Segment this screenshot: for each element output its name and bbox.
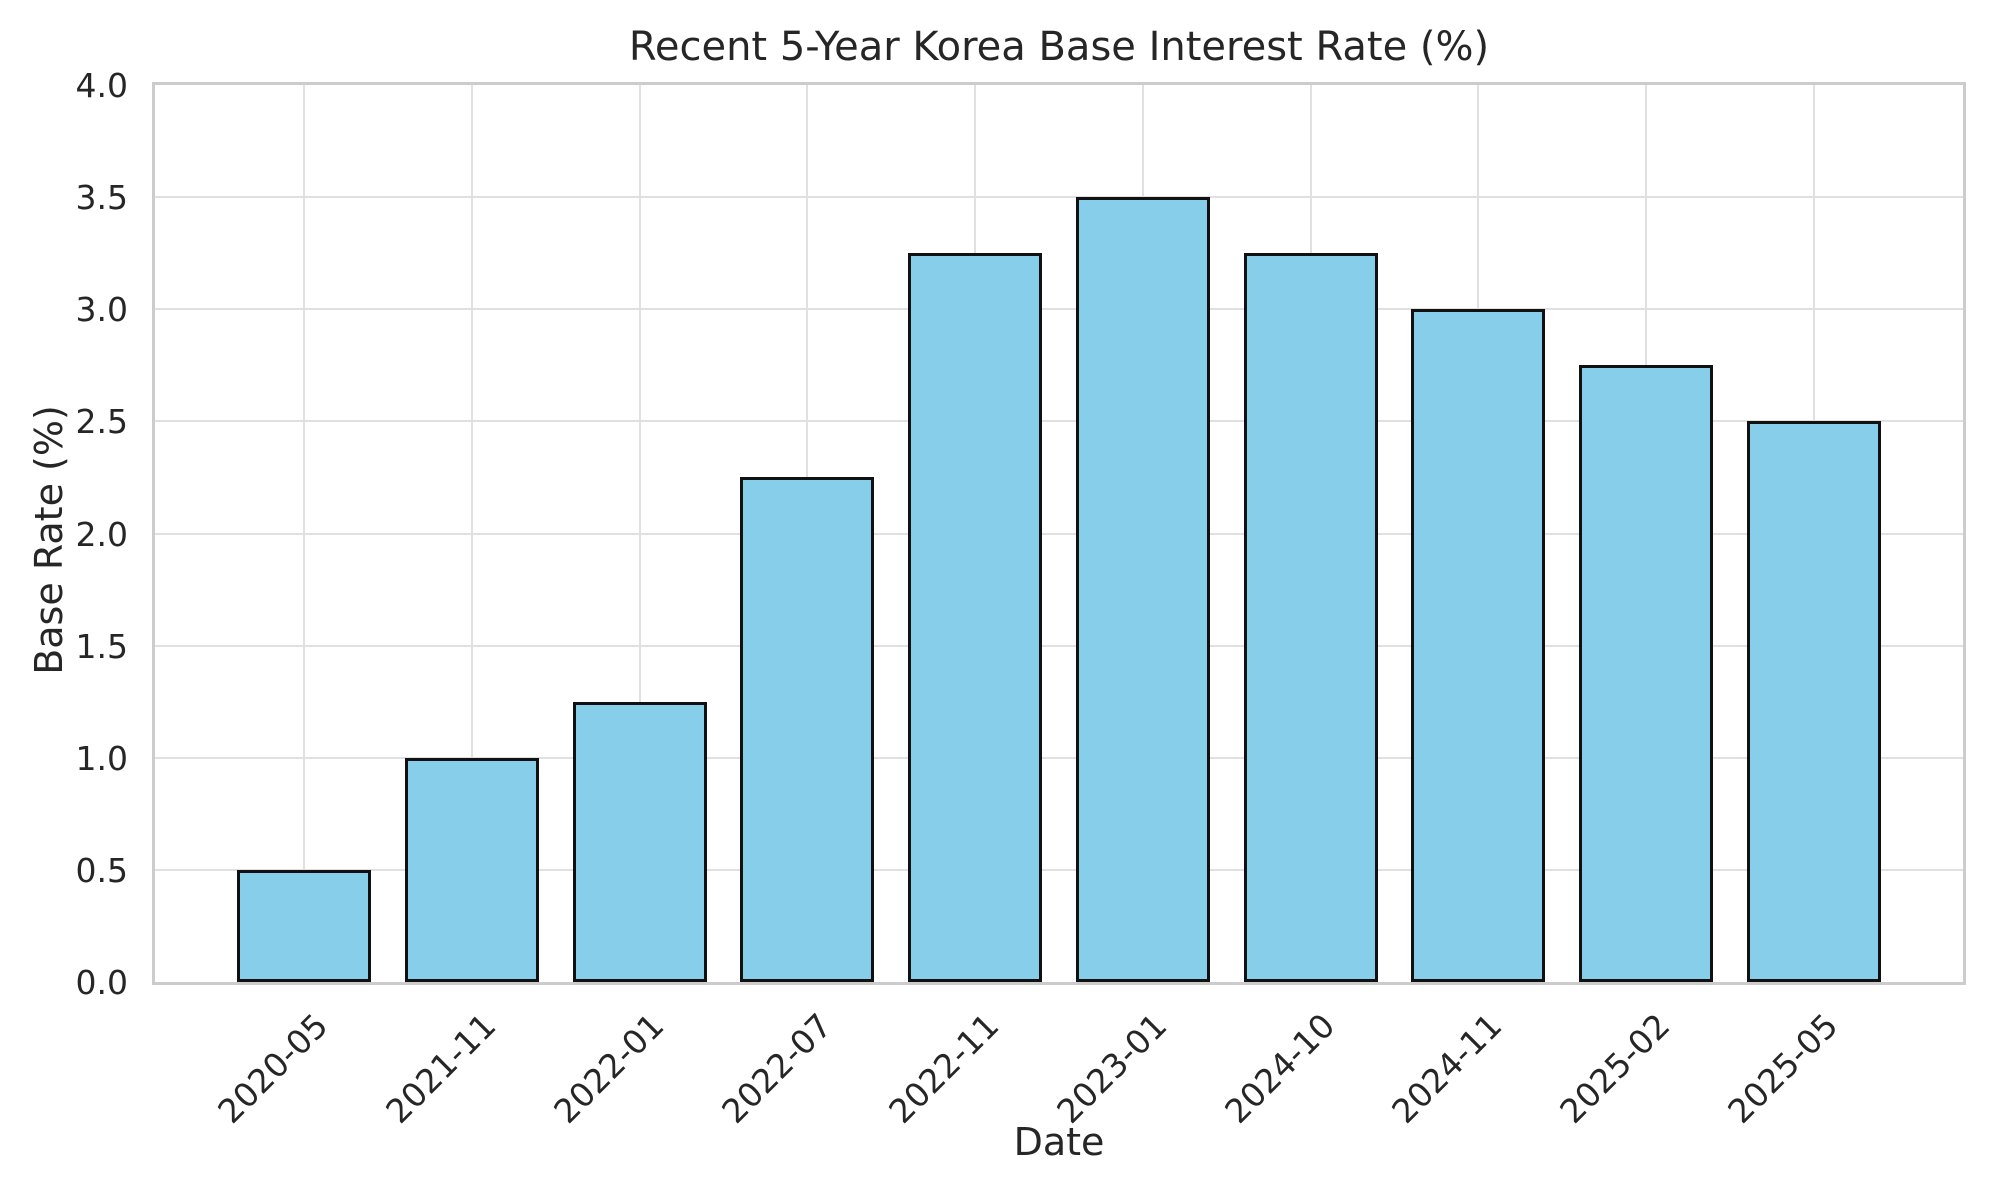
- y-gridline: [155, 196, 1963, 199]
- x-gridline: [471, 85, 473, 982]
- x-gridline: [303, 85, 306, 982]
- chart-title: Recent 5-Year Korea Base Interest Rate (…: [628, 24, 1490, 70]
- x-axis-label: Date: [1013, 1120, 1105, 1164]
- bar: [1243, 253, 1378, 982]
- y-tick-label: 2.5: [75, 402, 128, 442]
- bar: [908, 253, 1043, 982]
- y-gridline: [155, 756, 1963, 759]
- y-tick-label: 3.5: [75, 178, 128, 218]
- bar: [1075, 197, 1210, 982]
- y-tick-label: 2.0: [75, 514, 128, 554]
- y-gridline: [155, 532, 1963, 535]
- bar: [572, 701, 707, 982]
- y-tick-label: 1.5: [75, 626, 128, 666]
- y-tick-label: 4.0: [75, 66, 128, 105]
- y-gridline: [155, 644, 1963, 647]
- y-tick-label: 0.0: [75, 963, 128, 1002]
- bar: [405, 757, 539, 983]
- y-gridline: [155, 308, 1963, 311]
- x-gridline: [638, 85, 641, 982]
- y-tick-label: 0.5: [75, 850, 128, 890]
- plot-area: [152, 82, 1966, 985]
- bar: [1411, 309, 1546, 983]
- y-tick-label: 3.0: [75, 290, 128, 330]
- bar: [1579, 365, 1713, 982]
- y-tick-label: 1.0: [75, 738, 128, 778]
- bar: [237, 869, 372, 982]
- y-gridline: [155, 868, 1963, 871]
- y-gridline: [155, 420, 1963, 423]
- bar: [740, 477, 875, 982]
- bar: [1746, 421, 1881, 982]
